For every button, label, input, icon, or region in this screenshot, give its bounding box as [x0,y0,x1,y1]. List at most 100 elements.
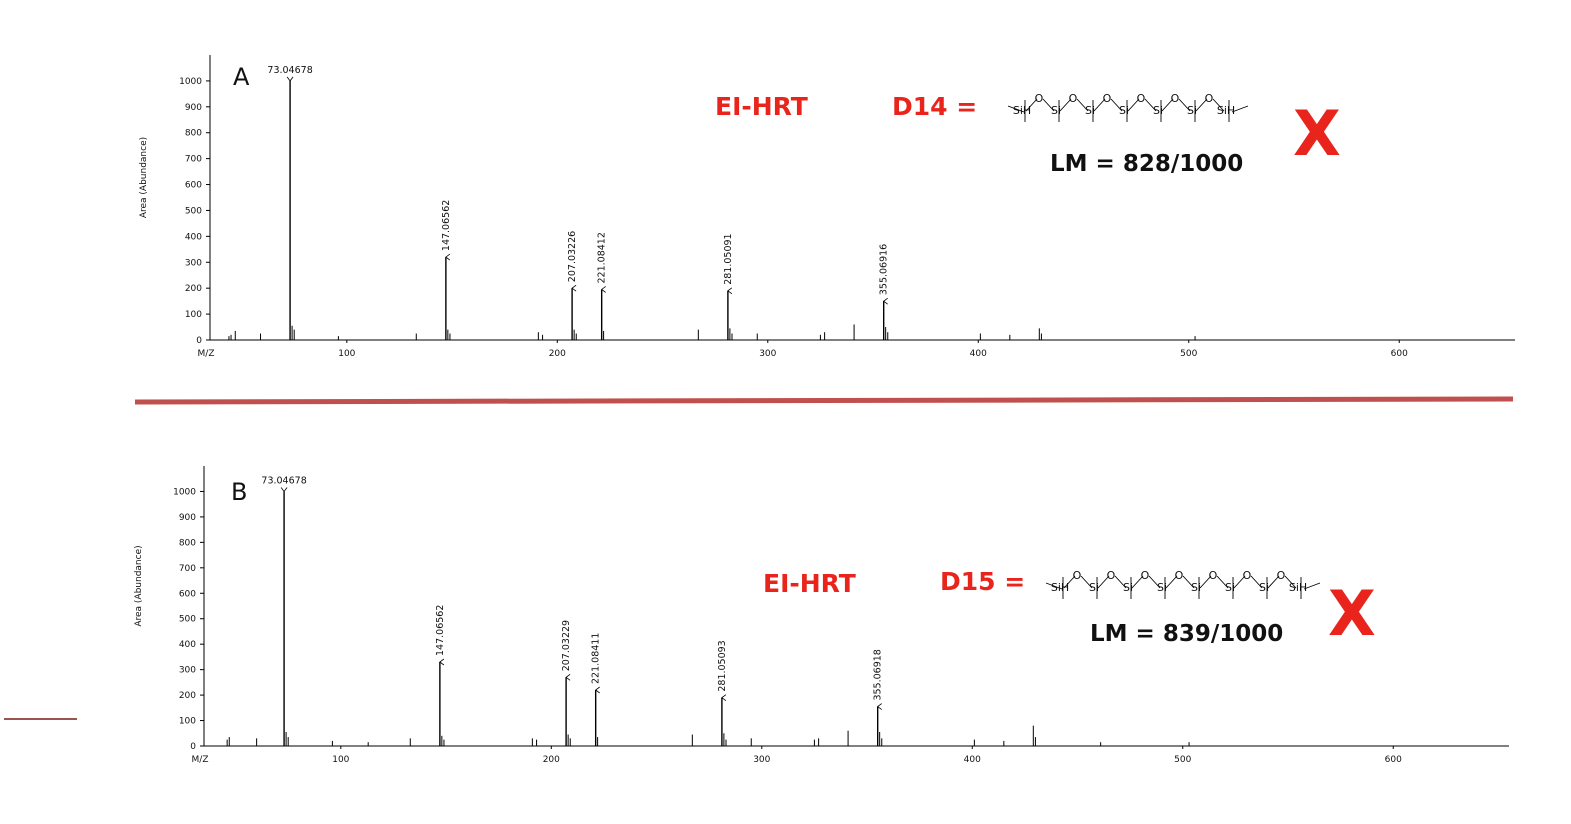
structure-0-bond [1042,98,1055,112]
structure-0-bond [1195,98,1208,112]
chart-0-x-tick-label: 400 [970,349,987,359]
structure-0-atom: O [1035,92,1044,105]
chart-0-peak-label: 281.05091 [723,233,734,284]
panel-a-library-match: LM = 828/1000 [1050,151,1243,177]
structure-0-atom: Si [1153,104,1163,117]
structure-1-atom: Si [1225,581,1235,594]
structure-0-bond [1231,105,1249,113]
panel-a-reject-mark: X [1293,97,1341,170]
chart-1-y-tick-label: 900 [179,513,196,523]
chart-1-y-axis-label: Area (Abundance) [134,545,144,626]
structure-1-atom: O [1107,569,1116,582]
structure-1-bond [1250,575,1263,589]
chart-1-peak-label: 207.03229 [561,620,572,671]
chart-1-x-tick-label: 300 [753,755,770,765]
structure-1-bond [1199,575,1212,589]
structure-1-atom: Si [1123,581,1133,594]
chart-0-x-axis-label: M/Z [198,349,215,359]
structure-1-bond [1063,575,1076,589]
structure-0-bond [1161,98,1174,112]
panel-b-compound-label: D15 = [940,567,1025,596]
chart-0-peak-label: 221.08412 [597,232,608,283]
chart-1-y-tick-label: 100 [179,717,196,727]
structure-1-bond [1114,575,1127,589]
structure-0-atom: O [1069,92,1078,105]
structure-0-bond [1059,98,1072,112]
chart-1-y-tick-label: 500 [179,615,196,625]
chart-0-y-tick-label: 1000 [179,77,202,87]
chart-1-peak-label: 281.05093 [717,640,728,691]
structure-0-bond [1212,98,1225,112]
chart-0-x-tick-label: 500 [1180,349,1197,359]
structure-1-atom: Si [1191,581,1201,594]
chart-1-peak-marker [439,658,445,666]
structure-0-atom: O [1171,92,1180,105]
structure-1-atom: Si [1259,581,1269,594]
chart-1-y-tick-label: 300 [179,666,196,676]
structure-1-atom: O [1277,569,1286,582]
chart-0-peak-marker [286,76,294,82]
chart-0-y-tick-label: 200 [185,284,202,294]
structure-0-bond [1007,105,1025,113]
chart-1-peak-marker [280,487,288,493]
structure-1-bond [1233,575,1246,589]
structure-0-atom: O [1205,92,1214,105]
panel-b-method-label: EI-HRT [763,569,856,598]
panel-b-reject-mark: X [1328,577,1376,650]
panel-b-letter: B [231,478,247,506]
chart-1-peak-label: 147.06562 [435,605,446,656]
structure-0-atom: Si [1085,104,1095,117]
structure-1-bond [1045,582,1063,590]
structure-0-atom: Si [1119,104,1129,117]
chart-1-peak-marker [565,673,571,681]
chart-1-peak-label: 221.08411 [591,633,602,684]
chart-0-y-tick-label: 500 [185,206,202,216]
spectrum-chart-a: 0 100 200 300 400 500 600 700 800 900 1000 100 200 30… [139,55,1515,359]
chart-0-y-tick-label: 300 [185,258,202,268]
structure-0-bond [1144,98,1157,112]
chart-0-y-tick-label: 800 [185,129,202,139]
panel-a-compound-label: D14 = [892,92,977,121]
chart-1-peak-marker [721,694,727,701]
chart-0-peak-label: 207.03226 [567,231,578,282]
chart-0-y-tick-label: 900 [185,103,202,113]
chart-0-peak-label: 355.06916 [879,244,890,295]
structure-0-atom: Si [1187,104,1197,117]
chart-0-x-tick-label: 100 [338,349,355,359]
structure-1-bond [1267,575,1280,589]
chart-1-x-tick-label: 200 [543,755,560,765]
structure-1-bond [1165,575,1178,589]
chart-1-peak-label: 355.06918 [873,649,884,700]
chart-0-x-tick-label: 600 [1391,349,1408,359]
chart-1-y-tick-label: 700 [179,564,196,574]
chart-0-peak-marker [445,253,451,261]
structure-1-bond [1097,575,1110,589]
panel-a-method-label: EI-HRT [715,92,808,121]
structure-1-atom: SiH [1289,581,1307,594]
structure-1-bond [1284,575,1297,589]
structure-1-atom: Si [1089,581,1099,594]
chart-0-y-tick-label: 0 [196,336,202,346]
chart-1-x-tick-label: 100 [332,755,349,765]
chart-0-peak-marker [571,284,577,292]
structure-1-atom: Si [1157,581,1167,594]
structure-0-atom: SiH [1217,104,1235,117]
structure-1-atom: SiH [1051,581,1069,594]
chart-1-y-tick-label: 400 [179,640,196,650]
chart-0-y-axis-label: Area (Abundance) [139,137,149,218]
structure-0-atom: Si [1051,104,1061,117]
chart-1-x-tick-label: 600 [1385,755,1402,765]
structure-1-bond [1303,582,1321,590]
chart-0-y-tick-label: 100 [185,310,202,320]
chart-1-peak-marker [595,686,600,694]
structure-0-atom: SiH [1013,104,1031,117]
chart-1-y-tick-label: 0 [190,742,196,752]
chart-1-y-tick-label: 600 [179,589,196,599]
structure-0-bond [1110,98,1123,112]
chart-1-x-tick-label: 500 [1174,755,1191,765]
structure-1-bond [1216,575,1229,589]
chart-0-x-tick-label: 300 [759,349,776,359]
